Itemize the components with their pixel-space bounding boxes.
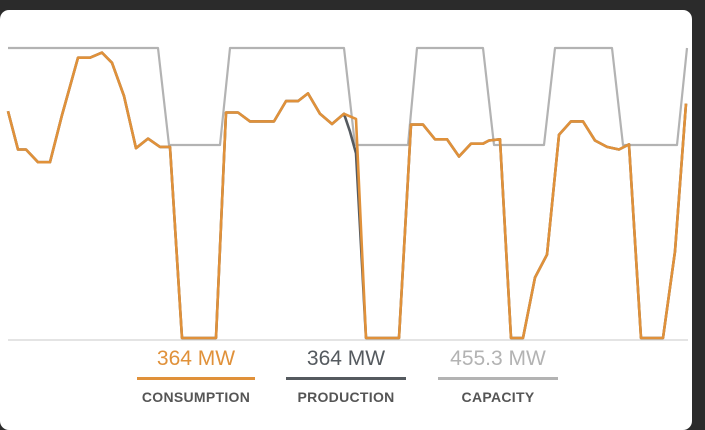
production-value: 364 MW	[306, 347, 386, 370]
capacity-label: CAPACITY	[461, 389, 535, 405]
power-chart	[6, 46, 689, 341]
legend-production: 364 MW PRODUCTION	[286, 345, 406, 406]
capacity-value: 455.3 MW	[450, 347, 546, 370]
consumption-label: CONSUMPTION	[141, 389, 251, 405]
production-swatch	[286, 377, 406, 380]
series-consumption-line	[6, 51, 688, 340]
legend-capacity: 455.3 MW CAPACITY	[438, 345, 558, 406]
series-capacity-line	[8, 46, 689, 147]
consumption-swatch	[137, 377, 255, 380]
production-label: PRODUCTION	[297, 389, 395, 405]
series-production-line	[6, 51, 688, 340]
power-widget: 364 MW CONSUMPTION 364 MW PRODUCTION 455…	[0, 10, 692, 430]
consumption-value: 364 MW	[156, 347, 236, 370]
legend: 364 MW CONSUMPTION 364 MW PRODUCTION 455…	[0, 345, 692, 425]
legend-consumption: 364 MW CONSUMPTION	[136, 345, 256, 406]
capacity-swatch	[438, 377, 558, 380]
